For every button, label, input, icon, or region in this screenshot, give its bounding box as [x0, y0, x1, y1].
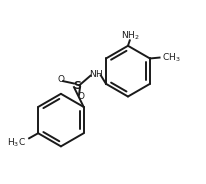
Text: CH$_3$: CH$_3$ — [162, 51, 180, 64]
Text: H$_3$C: H$_3$C — [7, 136, 26, 148]
Text: NH$_2$: NH$_2$ — [121, 30, 139, 42]
Text: O: O — [77, 92, 84, 101]
Text: O: O — [57, 75, 64, 84]
Text: S: S — [73, 81, 81, 91]
Text: H: H — [94, 70, 101, 79]
Text: N: N — [89, 70, 96, 79]
